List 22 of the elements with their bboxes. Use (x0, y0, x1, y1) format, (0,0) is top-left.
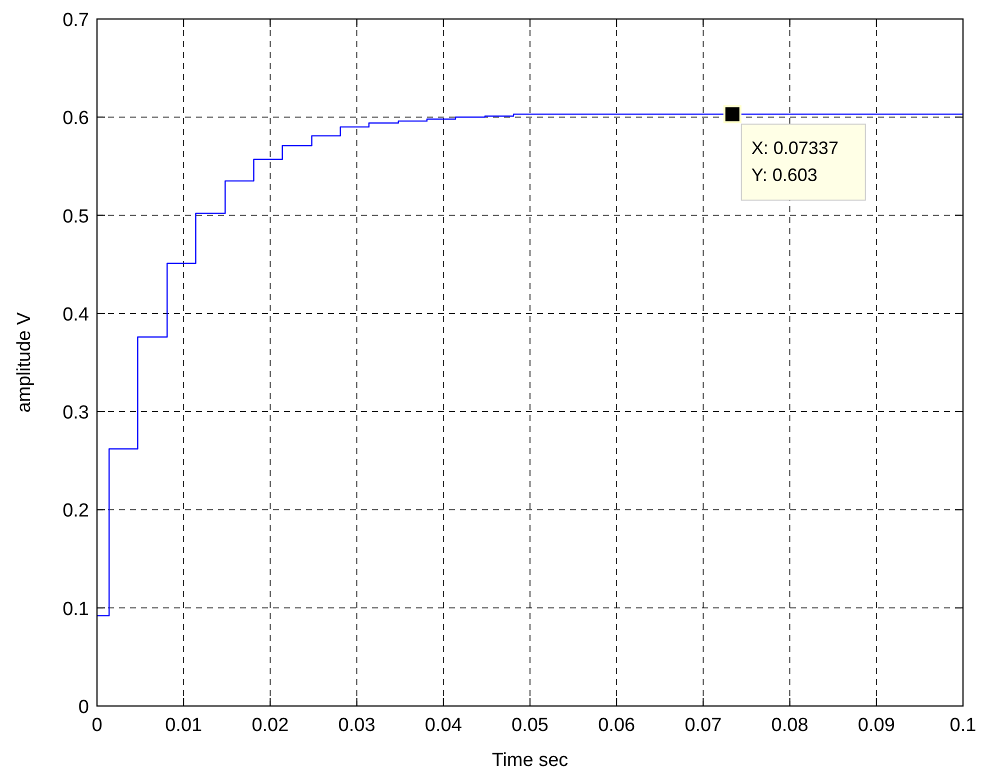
x-tick-label: 0.01 (165, 715, 202, 736)
y-tick-label: 0 (78, 697, 89, 718)
x-tick-label: 0.09 (858, 715, 895, 736)
x-tick-label: 0 (92, 715, 102, 736)
x-tick-label: 0.08 (771, 715, 808, 736)
x-tick-label: 0.02 (252, 715, 289, 736)
y-tick-label: 0.5 (62, 206, 89, 228)
annotation: X: 0.07337 Y: 0.603 (751, 138, 838, 186)
x-tick-label: 0.04 (424, 715, 462, 736)
x-tick-label: 0.07 (684, 715, 722, 736)
y-tick-label: 0.7 (62, 10, 89, 31)
x-axis-title: Time sec (492, 750, 568, 771)
y-tick-label: 0.2 (62, 500, 89, 522)
y-tick-label: 0.1 (62, 598, 89, 620)
x-tick-label: 0.06 (598, 715, 636, 736)
x-tick-label: 0.03 (338, 715, 376, 736)
y-tick-label: 0.3 (62, 402, 89, 424)
y-axis-title: amplitude V (14, 312, 35, 413)
x-tick-label: 0.1 (950, 715, 976, 736)
x-tick-label: 0.05 (512, 715, 548, 736)
y-tick-label: 0.4 (62, 304, 90, 326)
y-tick-label: 0.6 (62, 108, 89, 130)
